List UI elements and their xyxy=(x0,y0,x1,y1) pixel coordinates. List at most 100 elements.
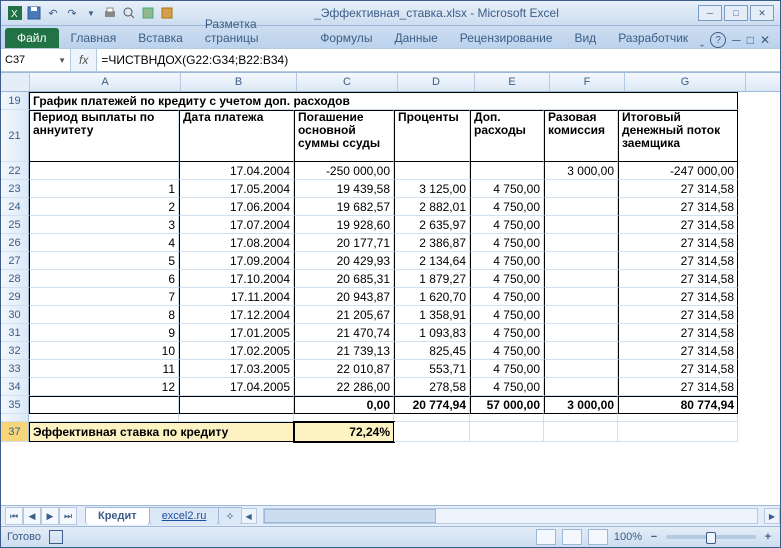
cell[interactable]: 27 314,58 xyxy=(618,378,738,396)
row-header-22[interactable]: 22 xyxy=(1,162,29,180)
cell[interactable]: 4 xyxy=(29,234,179,252)
zoom-level[interactable]: 100% xyxy=(614,531,642,543)
file-tab[interactable]: Файл xyxy=(5,28,59,48)
row-header-34[interactable]: 34 xyxy=(1,378,29,396)
cell[interactable]: Разовая комиссия xyxy=(544,110,618,162)
cell[interactable]: 27 314,58 xyxy=(618,252,738,270)
cell[interactable]: 2 635,97 xyxy=(394,216,470,234)
redo-icon[interactable]: ↷ xyxy=(64,5,80,21)
col-header-E[interactable]: E xyxy=(475,73,550,91)
cell[interactable]: 21 739,13 xyxy=(294,342,394,360)
cell[interactable]: 27 314,58 xyxy=(618,288,738,306)
cell[interactable]: 17.03.2005 xyxy=(179,360,294,378)
row-header-23[interactable]: 23 xyxy=(1,180,29,198)
cell[interactable]: 4 750,00 xyxy=(470,306,544,324)
cell[interactable]: 27 314,58 xyxy=(618,324,738,342)
cell[interactable]: 20 774,94 xyxy=(394,396,470,414)
cell[interactable]: 27 314,58 xyxy=(618,180,738,198)
tab-formulas[interactable]: Формулы xyxy=(310,28,382,48)
cell[interactable]: 27 314,58 xyxy=(618,234,738,252)
cell[interactable] xyxy=(294,414,394,422)
cell[interactable]: -250 000,00 xyxy=(294,162,394,180)
cell[interactable]: 2 386,87 xyxy=(394,234,470,252)
row-header-37[interactable]: 37 xyxy=(1,422,29,442)
cell[interactable]: 19 928,60 xyxy=(294,216,394,234)
row-header-32[interactable]: 32 xyxy=(1,342,29,360)
hscroll-left-icon[interactable]: ◀ xyxy=(241,508,257,524)
sheet-tab-active[interactable]: Кредит xyxy=(85,507,150,525)
cell[interactable]: 6 xyxy=(29,270,179,288)
cell[interactable]: 27 314,58 xyxy=(618,342,738,360)
cell[interactable] xyxy=(470,162,544,180)
zoom-slider[interactable] xyxy=(666,535,756,539)
save-icon[interactable] xyxy=(26,5,42,21)
name-box-dropdown-icon[interactable]: ▼ xyxy=(58,56,66,65)
row-header-35[interactable]: 35 xyxy=(1,396,29,414)
cell[interactable]: 278,58 xyxy=(394,378,470,396)
cell[interactable]: 17.10.2004 xyxy=(179,270,294,288)
tab-view[interactable]: Вид xyxy=(564,28,606,48)
cell[interactable]: График платежей по кредиту с учетом доп.… xyxy=(29,92,738,110)
row-header-21[interactable]: 21 xyxy=(1,110,29,162)
cell[interactable]: 17.08.2004 xyxy=(179,234,294,252)
cell[interactable]: 4 750,00 xyxy=(470,324,544,342)
row-header-27[interactable]: 27 xyxy=(1,252,29,270)
excel-icon[interactable]: X xyxy=(7,5,23,21)
print-icon[interactable] xyxy=(102,5,118,21)
cell[interactable]: 57 000,00 xyxy=(470,396,544,414)
cell[interactable]: 20 685,31 xyxy=(294,270,394,288)
cell[interactable] xyxy=(544,270,618,288)
cell[interactable] xyxy=(179,414,294,422)
cell[interactable]: 20 429,93 xyxy=(294,252,394,270)
cell[interactable]: 80 774,94 xyxy=(618,396,738,414)
help-icon[interactable]: ? xyxy=(710,32,726,48)
cell[interactable]: -247 000,00 xyxy=(618,162,738,180)
cell[interactable]: 17.09.2004 xyxy=(179,252,294,270)
cell[interactable]: 27 314,58 xyxy=(618,198,738,216)
preview-icon[interactable] xyxy=(121,5,137,21)
cell[interactable]: 1 879,27 xyxy=(394,270,470,288)
cell[interactable]: 27 314,58 xyxy=(618,306,738,324)
cell[interactable]: 2 xyxy=(29,198,179,216)
col-header-A[interactable]: A xyxy=(30,73,181,91)
tab-developer[interactable]: Разработчик xyxy=(608,28,698,48)
cell[interactable]: 4 750,00 xyxy=(470,198,544,216)
cell[interactable] xyxy=(544,288,618,306)
row-header-29[interactable]: 29 xyxy=(1,288,29,306)
cell[interactable]: Итоговый денежный поток заемщика xyxy=(618,110,738,162)
row-header-30[interactable]: 30 xyxy=(1,306,29,324)
tab-home[interactable]: Главная xyxy=(61,28,127,48)
row-header-25[interactable]: 25 xyxy=(1,216,29,234)
tab-nav-prev-icon[interactable]: ◀ xyxy=(23,507,41,525)
row-header-28[interactable]: 28 xyxy=(1,270,29,288)
row-header-19[interactable]: 19 xyxy=(1,92,29,110)
zoom-in-icon[interactable]: + xyxy=(762,531,774,543)
cell[interactable]: 553,71 xyxy=(394,360,470,378)
cell[interactable]: 1 xyxy=(29,180,179,198)
cell[interactable]: 4 750,00 xyxy=(470,360,544,378)
cell[interactable]: 17.04.2005 xyxy=(179,378,294,396)
cell[interactable]: 27 314,58 xyxy=(618,216,738,234)
doc-restore-icon[interactable]: □ xyxy=(747,33,754,47)
cell[interactable]: 21 205,67 xyxy=(294,306,394,324)
col-header-D[interactable]: D xyxy=(398,73,475,91)
tab-review[interactable]: Рецензирование xyxy=(450,28,563,48)
hscroll-thumb[interactable] xyxy=(264,509,437,523)
cell[interactable]: 22 286,00 xyxy=(294,378,394,396)
cell[interactable]: 8 xyxy=(29,306,179,324)
cell[interactable]: 11 xyxy=(29,360,179,378)
doc-close-icon[interactable]: ✕ xyxy=(760,33,770,47)
cell[interactable]: 7 xyxy=(29,288,179,306)
cell[interactable]: 3 000,00 xyxy=(544,162,618,180)
cell[interactable]: 21 470,74 xyxy=(294,324,394,342)
cell[interactable]: 4 750,00 xyxy=(470,180,544,198)
cell[interactable]: 19 682,57 xyxy=(294,198,394,216)
cell[interactable]: 4 750,00 xyxy=(470,252,544,270)
horizontal-scrollbar[interactable] xyxy=(263,508,758,524)
cell[interactable]: 4 750,00 xyxy=(470,378,544,396)
cell[interactable]: 27 314,58 xyxy=(618,360,738,378)
cell[interactable]: 0,00 xyxy=(294,396,394,414)
cell[interactable] xyxy=(394,414,470,422)
row-header-24[interactable]: 24 xyxy=(1,198,29,216)
cell[interactable]: 17.04.2004 xyxy=(179,162,294,180)
